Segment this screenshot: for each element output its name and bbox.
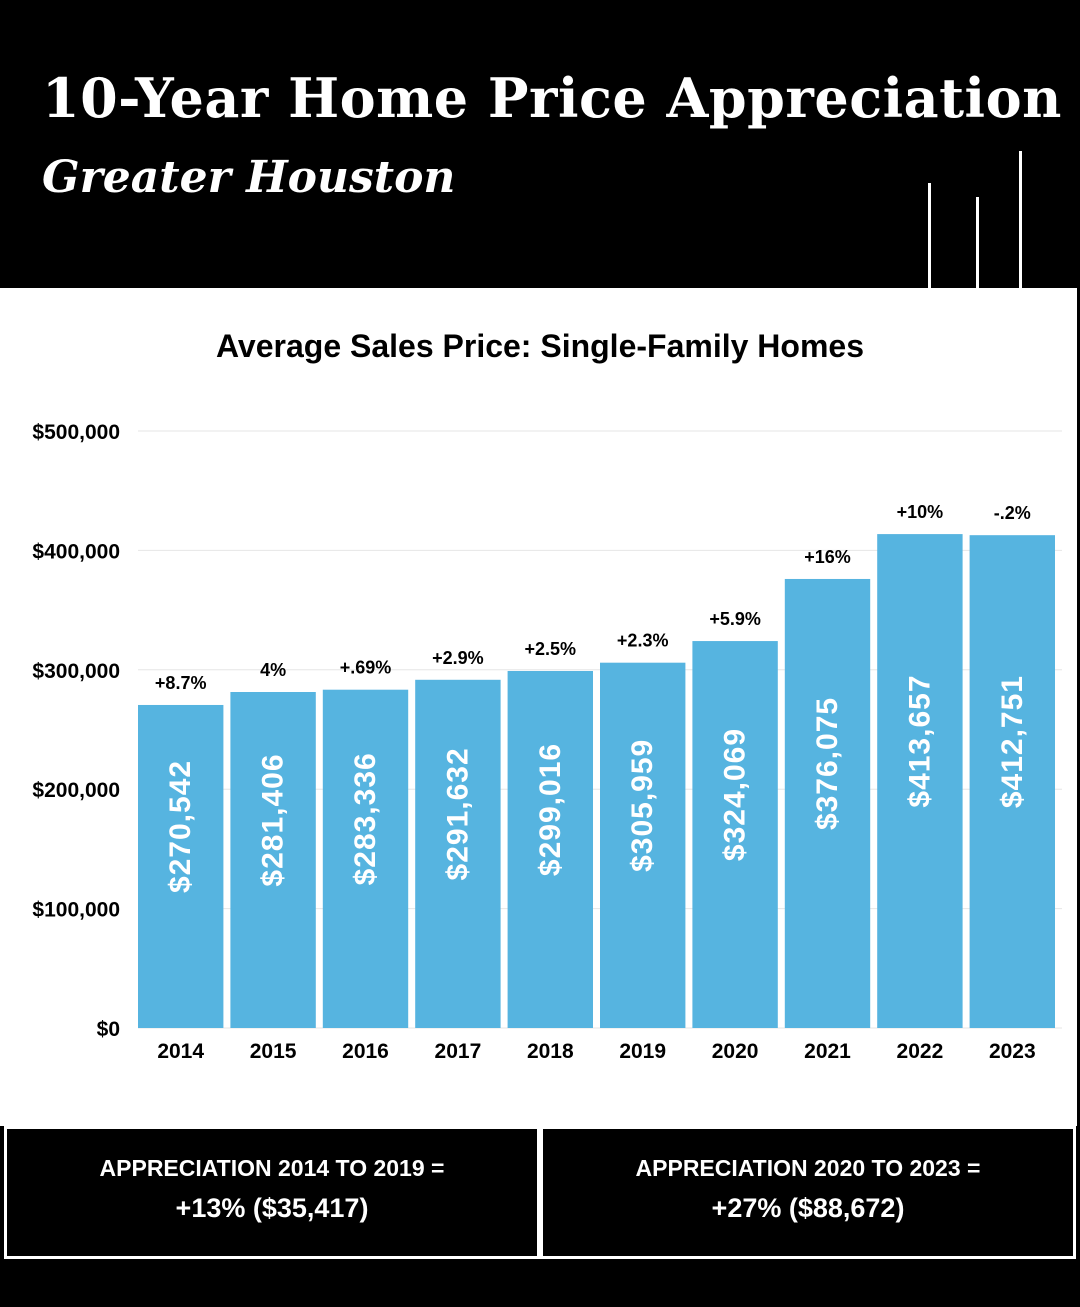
value-label-2014: $270,542 (164, 760, 197, 893)
x-tick-label-2016: 2016 (342, 1040, 389, 1063)
appreciation-box-2020-2023: APPRECIATION 2020 TO 2023 = +27% ($88,67… (540, 1126, 1076, 1259)
bar-2021 (784, 578, 871, 1028)
header: 10-Year Home Price Appreciation Greater … (0, 0, 1080, 288)
change-label-2014: +8.7% (155, 673, 207, 693)
appreciation-box-2014-2019: APPRECIATION 2014 TO 2019 = +13% ($35,41… (4, 1126, 540, 1259)
change-label-2018: +2.5% (525, 639, 577, 659)
bar-2017 (415, 679, 501, 1028)
value-label-2018: $299,016 (534, 743, 567, 876)
x-tick-label-2021: 2021 (804, 1040, 851, 1063)
y-tick-label: $0 (97, 1018, 120, 1041)
change-label-2019: +2.3% (617, 631, 669, 651)
page-title: 10-Year Home Price Appreciation (42, 66, 1062, 130)
value-label-2021: $376,075 (811, 697, 844, 830)
change-label-2021: +16% (804, 547, 851, 567)
y-tick-label: $300,000 (32, 660, 120, 683)
value-label-2016: $283,336 (349, 752, 382, 885)
value-label-2020: $324,069 (719, 728, 752, 861)
bar-2018 (507, 670, 593, 1028)
footer: APPRECIATION 2014 TO 2019 = +13% ($35,41… (0, 1126, 1080, 1307)
chart-title: Average Sales Price: Single-Family Homes (216, 328, 864, 364)
change-label-2016: +.69% (340, 658, 392, 678)
change-label-2023: -.2% (994, 503, 1031, 523)
decorative-line (976, 197, 979, 288)
page-subtitle: Greater Houston (42, 152, 456, 203)
appreciation-value-2014-2019: +13% ($35,417) (175, 1193, 369, 1223)
y-tick-label: $400,000 (32, 540, 120, 563)
x-tick-label-2018: 2018 (527, 1040, 574, 1063)
change-label-2020: +5.9% (709, 609, 761, 629)
bar-2014 (138, 704, 224, 1028)
change-label-2015: 4% (260, 660, 286, 680)
x-tick-label-2022: 2022 (897, 1040, 944, 1063)
x-tick-label-2019: 2019 (619, 1040, 666, 1063)
x-tick-label-2017: 2017 (435, 1040, 482, 1063)
value-label-2023: $412,751 (996, 675, 1029, 808)
appreciation-value-2020-2023: +27% ($88,672) (711, 1193, 905, 1223)
appreciation-label-2014-2019: APPRECIATION 2014 TO 2019 = (99, 1155, 445, 1181)
value-label-2022: $413,657 (903, 674, 936, 807)
value-label-2015: $281,406 (257, 753, 290, 886)
appreciation-label-2020-2023: APPRECIATION 2020 TO 2023 = (635, 1155, 981, 1181)
change-label-2022: +10% (897, 502, 944, 522)
y-tick-label: $500,000 (32, 421, 120, 444)
bar-2022 (877, 534, 963, 1028)
bar-2020 (692, 641, 778, 1028)
y-tick-label: $200,000 (32, 779, 120, 802)
bar-2015 (230, 692, 316, 1028)
bar-2016 (322, 689, 409, 1028)
value-label-2017: $291,632 (441, 747, 474, 880)
value-label-2019: $305,959 (626, 739, 659, 872)
bar-chart: $0 $100,000 $200,000 $300,000 $400,000 $500,0… (32, 421, 1062, 1063)
change-label-2017: +2.9% (432, 648, 484, 668)
decorative-line (928, 183, 931, 288)
x-tick-label-2023: 2023 (989, 1040, 1036, 1063)
x-tick-label-2020: 2020 (712, 1040, 759, 1063)
bar-2023 (969, 535, 1055, 1028)
x-tick-label-2014: 2014 (157, 1040, 204, 1063)
x-tick-label-2015: 2015 (250, 1040, 297, 1063)
y-tick-label: $100,000 (32, 899, 120, 922)
bar-2019 (600, 662, 686, 1028)
decorative-line (1019, 151, 1022, 288)
chart-panel: Average Sales Price: Single-Family Homes… (0, 288, 1077, 1126)
